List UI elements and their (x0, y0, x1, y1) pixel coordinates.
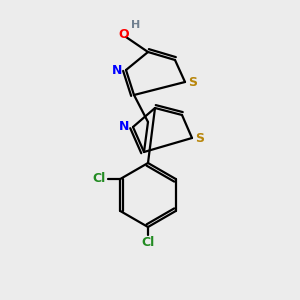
Text: S: S (196, 131, 205, 145)
Text: O: O (119, 28, 129, 41)
Text: N: N (119, 121, 129, 134)
Text: S: S (188, 76, 197, 88)
Text: Cl: Cl (93, 172, 106, 185)
Text: Cl: Cl (141, 236, 154, 250)
Text: N: N (112, 64, 122, 76)
Text: H: H (131, 20, 141, 30)
